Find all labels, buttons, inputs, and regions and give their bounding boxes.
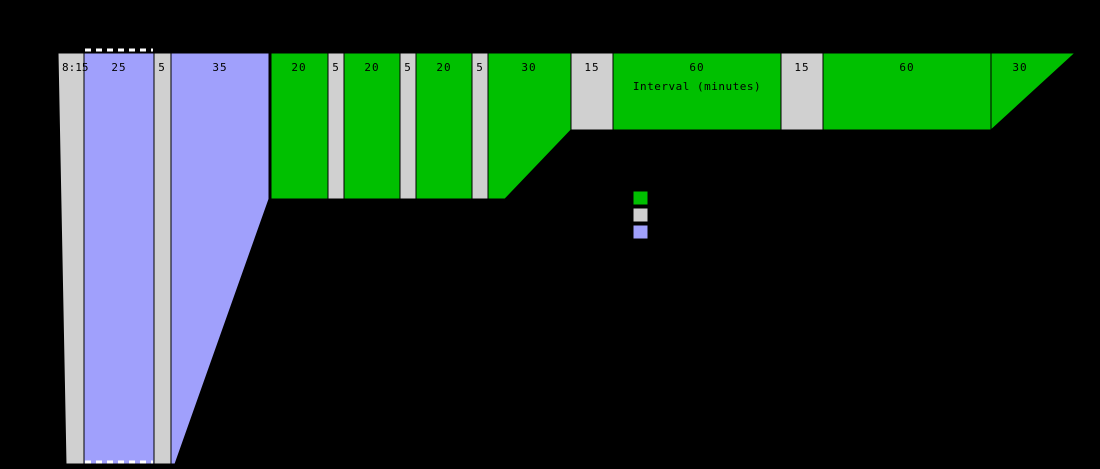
segment-20-a[interactable] (270, 52, 329, 200)
label-25: 25 (111, 61, 126, 74)
legend-swatch-purple (632, 224, 649, 240)
segment-20-c[interactable] (415, 52, 473, 200)
segment-5-d[interactable] (471, 52, 489, 200)
legend-swatch-gray (632, 207, 649, 223)
label-60-a: 60 (689, 61, 704, 74)
timeline-segments (57, 52, 1077, 465)
label-20-a: 20 (291, 61, 306, 74)
segment-labels: 8:15 25 5 35 20 5 20 5 20 5 30 15 60 15 … (62, 61, 1027, 74)
segment-30-b[interactable] (990, 52, 1077, 132)
label-5-c: 5 (404, 61, 412, 74)
label-35: 35 (212, 61, 227, 74)
legend-swatch-green (632, 190, 649, 206)
label-5-d: 5 (476, 61, 484, 74)
label-30-b: 30 (1012, 61, 1027, 74)
label-30-a: 30 (521, 61, 536, 74)
segment-5-a[interactable] (153, 52, 172, 465)
legend (632, 190, 649, 240)
label-20-c: 20 (436, 61, 451, 74)
selection-highlight (85, 48, 153, 464)
segment-35[interactable] (170, 52, 270, 465)
segment-25[interactable] (83, 52, 155, 465)
label-15-b: 15 (794, 61, 809, 74)
x-axis-label: Interval (minutes) (633, 80, 761, 93)
label-15-a: 15 (584, 61, 599, 74)
label-5-b: 5 (332, 61, 340, 74)
segment-5-b[interactable] (327, 52, 345, 200)
segment-30-a[interactable] (487, 52, 572, 200)
label-5-a: 5 (158, 61, 166, 74)
label-start-time: 8:15 (62, 61, 89, 74)
segment-5-c[interactable] (399, 52, 417, 200)
segment-20-b[interactable] (343, 52, 401, 200)
label-20-b: 20 (364, 61, 379, 74)
label-60-b: 60 (899, 61, 914, 74)
